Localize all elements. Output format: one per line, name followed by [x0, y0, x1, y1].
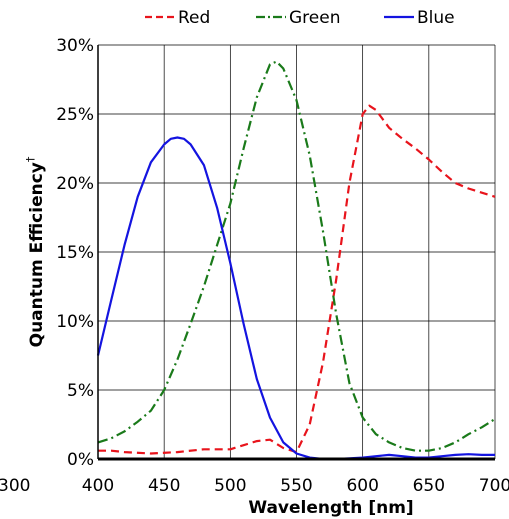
legend-label-green: Green	[289, 8, 340, 28]
x-tick-label: 700	[479, 476, 509, 496]
axes	[97, 45, 495, 461]
svg-text:Quantum Efficiency†: Quantum Efficiency†	[24, 156, 47, 347]
legend: Red Green Blue	[145, 8, 455, 28]
series-line-green	[97, 60, 496, 452]
y-axis-title-superscript: †	[24, 156, 37, 162]
x-tick-label: 400	[82, 476, 114, 496]
y-tick-label: 10%	[56, 312, 94, 332]
x-tick-label: 550	[280, 476, 312, 496]
legend-label-red: Red	[178, 8, 210, 28]
y-axis-title: Quantum Efficiency	[27, 162, 47, 347]
y-tick-label: 0%	[67, 450, 94, 470]
y-tick-label: 20%	[56, 174, 94, 194]
y-tick-label: 30%	[56, 36, 94, 56]
y-tick-label: 15%	[56, 243, 94, 263]
x-tick-label: 500	[214, 476, 246, 496]
x-tick-label: 450	[148, 476, 180, 496]
x-tick-label-clipped: 300	[0, 476, 30, 496]
legend-label-blue: Blue	[417, 8, 455, 28]
y-axis-title-group: Quantum Efficiency†	[24, 156, 47, 347]
x-tick-label: 600	[346, 476, 378, 496]
x-tick-label: 650	[413, 476, 445, 496]
series-line-red	[98, 104, 496, 455]
grid	[98, 44, 496, 459]
y-tick-label: 25%	[56, 105, 94, 125]
y-tick-label: 5%	[67, 381, 94, 401]
x-axis-title: Wavelength [nm]	[248, 498, 413, 518]
tick-labels: 400 450 500 550 600 650 700 0% 5% 10% 15% 20% 25% 30%	[56, 36, 509, 496]
